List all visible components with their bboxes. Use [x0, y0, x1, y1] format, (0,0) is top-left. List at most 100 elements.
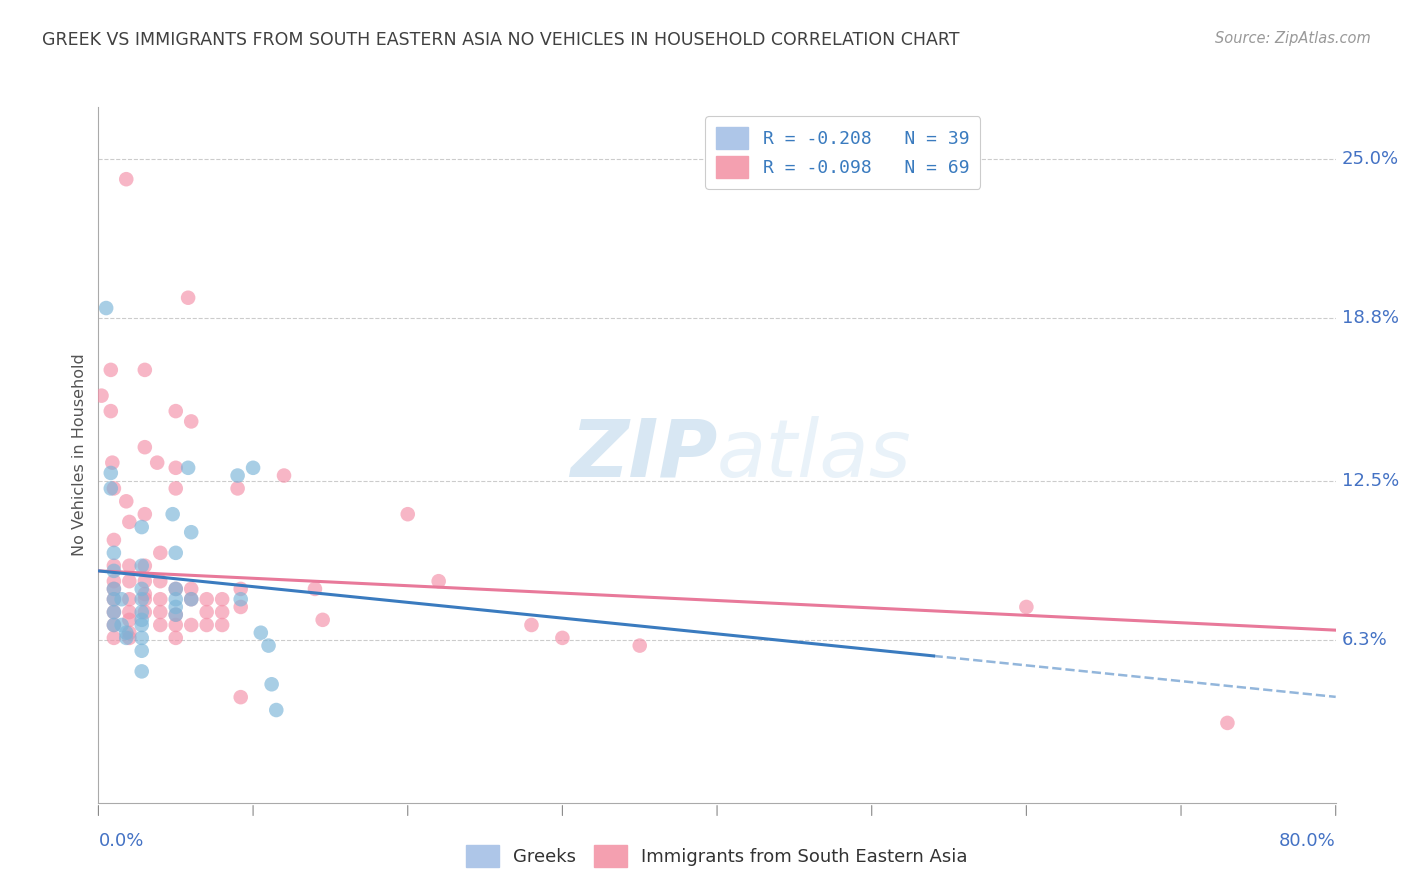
Point [101, 456, 124, 470]
Point [195, 618, 218, 632]
Point [180, 592, 202, 607]
Text: 18.8%: 18.8% [1341, 310, 1399, 327]
Point [260, 677, 283, 691]
Point [118, 631, 141, 645]
Point [396, 507, 419, 521]
Point [250, 625, 273, 640]
Point [134, 574, 156, 589]
Point [165, 592, 187, 607]
Point [100, 482, 122, 496]
Point [115, 625, 138, 640]
Point [103, 546, 125, 560]
Point [115, 494, 138, 508]
Point [304, 582, 326, 596]
Point [115, 631, 138, 645]
Point [134, 363, 156, 377]
Point [131, 582, 153, 596]
Point [242, 460, 264, 475]
Point [103, 582, 125, 596]
Point [427, 574, 450, 589]
Point [131, 665, 153, 679]
Point [1015, 599, 1038, 614]
Point [180, 525, 202, 540]
Point [134, 587, 156, 601]
Point [229, 592, 252, 607]
Point [165, 582, 187, 596]
Point [149, 618, 172, 632]
Point [111, 592, 132, 607]
Point [146, 456, 169, 470]
Point [149, 592, 172, 607]
Text: 80.0%: 80.0% [1279, 832, 1336, 850]
Point [226, 468, 249, 483]
Point [165, 582, 187, 596]
Point [131, 613, 153, 627]
Text: GREEK VS IMMIGRANTS FROM SOUTH EASTERN ASIA NO VEHICLES IN HOUSEHOLD CORRELATION: GREEK VS IMMIGRANTS FROM SOUTH EASTERN A… [42, 31, 960, 49]
Point [103, 631, 125, 645]
Point [312, 613, 335, 627]
Legend: Greeks, Immigrants from South Eastern Asia: Greeks, Immigrants from South Eastern As… [460, 838, 974, 874]
Point [211, 605, 233, 619]
Point [195, 605, 218, 619]
Point [165, 607, 187, 622]
Point [134, 558, 156, 573]
Point [229, 599, 252, 614]
Point [103, 582, 125, 596]
Point [103, 592, 125, 607]
Point [131, 631, 153, 645]
Point [165, 599, 187, 614]
Point [162, 507, 184, 521]
Point [131, 558, 153, 573]
Point [131, 644, 153, 658]
Point [131, 592, 153, 607]
Point [195, 592, 218, 607]
Point [211, 592, 233, 607]
Point [149, 546, 172, 560]
Point [149, 605, 172, 619]
Point [165, 404, 187, 418]
Point [134, 605, 156, 619]
Point [134, 440, 156, 454]
Point [103, 574, 125, 589]
Point [1216, 715, 1239, 730]
Point [118, 515, 141, 529]
Point [177, 291, 200, 305]
Point [628, 639, 651, 653]
Point [100, 404, 122, 418]
Point [96, 301, 118, 315]
Point [90, 389, 112, 403]
Point [134, 507, 156, 521]
Point [103, 558, 125, 573]
Point [165, 546, 187, 560]
Point [131, 618, 153, 632]
Text: 0.0%: 0.0% [98, 832, 143, 850]
Point [103, 533, 125, 547]
Point [118, 625, 141, 640]
Point [118, 605, 141, 619]
Point [103, 564, 125, 578]
Point [165, 618, 187, 632]
Text: 12.5%: 12.5% [1341, 472, 1399, 490]
Point [273, 468, 295, 483]
Point [257, 639, 280, 653]
Point [165, 482, 187, 496]
Text: atlas: atlas [717, 416, 912, 494]
Point [165, 460, 187, 475]
Point [180, 618, 202, 632]
Point [211, 618, 233, 632]
Point [551, 631, 574, 645]
Point [180, 414, 202, 428]
Point [180, 592, 202, 607]
Point [165, 607, 187, 622]
Point [131, 605, 153, 619]
Text: 6.3%: 6.3% [1341, 632, 1388, 649]
Point [226, 482, 249, 496]
Point [520, 618, 543, 632]
Point [165, 631, 187, 645]
Point [103, 592, 125, 607]
Point [103, 618, 125, 632]
Point [131, 520, 153, 534]
Point [118, 558, 141, 573]
Point [100, 466, 122, 480]
Point [118, 574, 141, 589]
